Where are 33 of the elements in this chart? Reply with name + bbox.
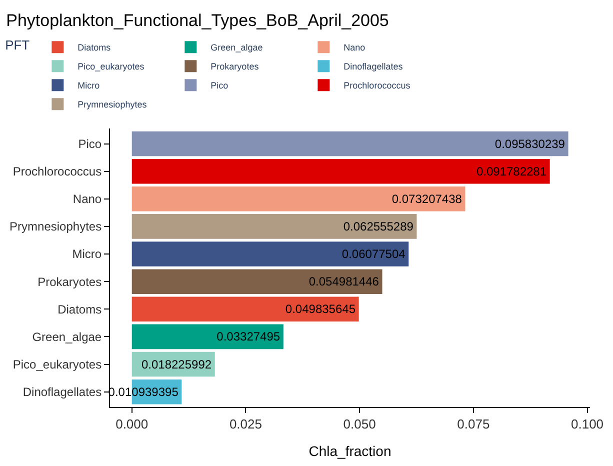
data-label: 0.073207438	[392, 192, 462, 206]
y-tick-label: Prokaryotes	[38, 274, 102, 289]
legend-label: Green_algae	[210, 42, 263, 53]
legend-label: Nano	[344, 42, 366, 53]
data-label: 0.091782281	[476, 164, 547, 178]
legend-title: PFT	[5, 38, 30, 53]
chart-title: Phytoplankton_Functional_Types_BoB_April_2005	[6, 10, 389, 30]
y-tick-label: Diatoms	[58, 302, 102, 316]
y-tick-label: Micro	[72, 247, 102, 262]
data-label: 0.049835645	[285, 302, 356, 316]
data-label: 0.03327495	[216, 330, 280, 344]
data-label: 0.06077504	[342, 247, 406, 262]
x-tick-label: 0.050	[343, 416, 376, 432]
x-tick-label: 0.100	[570, 416, 604, 432]
data-label: 0.062555289	[343, 219, 414, 234]
y-tick-label: Pico	[78, 136, 102, 151]
x-axis-title: Chla_fraction	[308, 442, 392, 459]
legend-label: Prokaryotes	[210, 62, 260, 72]
y-tick-label: Prymnesiophytes	[10, 220, 102, 234]
legend-label: Pico	[210, 80, 228, 91]
y-tick-label: Green_algae	[32, 330, 102, 344]
y-tick-label: Nano	[72, 192, 102, 206]
data-label: 0.018225992	[141, 357, 212, 372]
y-tick-label: Pico_eukaryotes	[12, 357, 102, 372]
data-label: 0.095830239	[494, 136, 566, 151]
x-tick-label: 0.000	[116, 416, 148, 432]
data-label: 0.054981446	[308, 274, 380, 289]
legend-label: Prochlorococcus	[344, 80, 411, 91]
y-tick-label: Prochlorococcus	[12, 164, 102, 179]
x-tick-label: 0.025	[229, 416, 262, 432]
x-tick-label: 0.075	[457, 416, 490, 432]
legend-label: Dinoflagellates	[344, 62, 404, 72]
y-tick-label: Dinoflagellates	[22, 385, 102, 400]
